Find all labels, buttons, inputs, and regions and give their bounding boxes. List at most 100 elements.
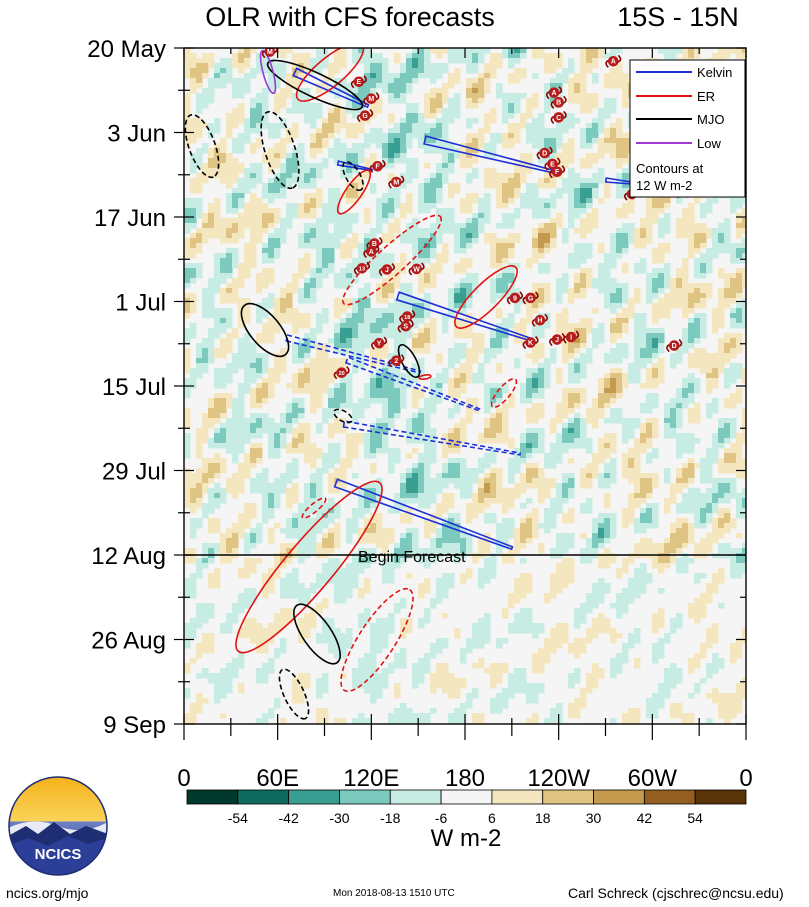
olr-cell (280, 478, 287, 484)
olr-cell (334, 233, 341, 239)
olr-cell (376, 208, 383, 214)
olr-cell (484, 453, 491, 459)
olr-cell (724, 288, 731, 294)
olr-cell (724, 298, 731, 304)
olr-cell (316, 393, 323, 399)
olr-cell (298, 163, 305, 169)
olr-cell (532, 288, 539, 294)
olr-cell (526, 368, 533, 374)
olr-cell (346, 303, 353, 309)
olr-cell (382, 83, 389, 89)
olr-cell (586, 318, 593, 324)
olr-cell (538, 328, 545, 334)
olr-cell (484, 433, 491, 439)
olr-cell (214, 313, 221, 319)
olr-cell (388, 413, 395, 419)
olr-cell (334, 348, 341, 354)
olr-cell (700, 298, 707, 304)
olr-cell (628, 473, 635, 479)
olr-cell (298, 353, 305, 359)
olr-cell (340, 378, 347, 384)
olr-cell (262, 68, 269, 74)
olr-cell (658, 288, 665, 294)
olr-cell (454, 393, 461, 399)
olr-cell (622, 88, 629, 94)
olr-cell (274, 328, 281, 334)
olr-cell (292, 93, 299, 99)
olr-cell (232, 483, 239, 489)
olr-cell (328, 213, 335, 219)
olr-cell (382, 158, 389, 164)
olr-cell (646, 293, 653, 299)
olr-cell (328, 193, 335, 199)
olr-cell (190, 253, 197, 259)
olr-cell (394, 263, 401, 269)
olr-cell (598, 448, 605, 454)
olr-cell (244, 53, 251, 59)
olr-cell (226, 183, 233, 189)
olr-cell (718, 238, 725, 244)
olr-cell (484, 218, 491, 224)
olr-cell (454, 463, 461, 469)
olr-cell (640, 233, 647, 239)
olr-cell (622, 433, 629, 439)
olr-cell (208, 333, 215, 339)
olr-cell (598, 173, 605, 179)
olr-cell (190, 248, 197, 254)
olr-cell (226, 478, 233, 484)
olr-cell (622, 428, 629, 434)
olr-cell (436, 228, 443, 234)
olr-cell (238, 298, 245, 304)
olr-cell (736, 453, 743, 459)
olr-cell (562, 123, 569, 129)
olr-cell (580, 248, 587, 254)
olr-cell (694, 198, 701, 204)
olr-cell (496, 293, 503, 299)
olr-cell (580, 63, 587, 69)
olr-cell (496, 433, 503, 439)
olr-cell (370, 138, 377, 144)
olr-cell (574, 388, 581, 394)
olr-cell (658, 328, 665, 334)
olr-cell (610, 103, 617, 109)
olr-cell (232, 293, 239, 299)
olr-cell (490, 153, 497, 159)
olr-cell (238, 203, 245, 209)
olr-cell (490, 458, 497, 464)
olr-cell (304, 443, 311, 449)
olr-cell (352, 443, 359, 449)
olr-cell (640, 423, 647, 429)
olr-cell (478, 458, 485, 464)
olr-cell (406, 473, 413, 479)
olr-cell (226, 373, 233, 379)
olr-cell (676, 293, 683, 299)
olr-cell (352, 193, 359, 199)
olr-cell (202, 93, 209, 99)
olr-cell (304, 318, 311, 324)
olr-cell (724, 348, 731, 354)
olr-cell (532, 373, 539, 379)
olr-cell (526, 183, 533, 189)
olr-cell (442, 88, 449, 94)
olr-cell (394, 388, 401, 394)
olr-cell (706, 388, 713, 394)
olr-cell (394, 228, 401, 234)
olr-cell (568, 213, 575, 219)
olr-cell (640, 348, 647, 354)
olr-cell (544, 223, 551, 229)
olr-cell (196, 93, 203, 99)
olr-cell (220, 228, 227, 234)
olr-cell (454, 303, 461, 309)
olr-cell (562, 318, 569, 324)
olr-cell (412, 243, 419, 249)
olr-cell (484, 68, 491, 74)
olr-cell (352, 413, 359, 419)
olr-cell (370, 353, 377, 359)
olr-cell (418, 278, 425, 284)
olr-cell (202, 238, 209, 244)
olr-cell (334, 148, 341, 154)
olr-cell (622, 453, 629, 459)
olr-cell (274, 78, 281, 84)
olr-cell (280, 318, 287, 324)
olr-cell (550, 203, 557, 209)
